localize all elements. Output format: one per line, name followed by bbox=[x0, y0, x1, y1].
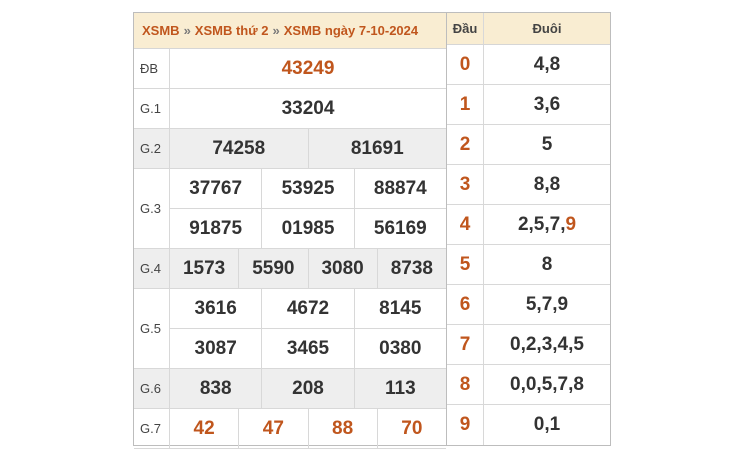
loto-row: 7 0,2,3,4,5 bbox=[447, 325, 610, 365]
loto-tail-digits: 0,1 bbox=[533, 414, 561, 435]
prize-number: 8738 bbox=[376, 249, 446, 288]
loto-tail-digits: 0,2,3,4,5 bbox=[510, 333, 584, 355]
loto-head: 2 bbox=[447, 125, 484, 164]
tail-column-label: Đuôi bbox=[532, 21, 562, 36]
prize-number: 208 bbox=[261, 369, 353, 408]
prize-number: 33204 bbox=[281, 97, 335, 119]
loto-tail-highlight: 9 bbox=[565, 213, 577, 235]
prize-number: 4672 bbox=[261, 289, 353, 328]
prize-number: 01985 bbox=[261, 209, 353, 248]
loto-row: 6 5,7,9 bbox=[447, 285, 610, 325]
prize-number: 3087 bbox=[194, 337, 237, 359]
breadcrumb-link-date[interactable]: XSMB ngày 7-10-2024 bbox=[283, 23, 419, 38]
results-table: XSMB » XSMB thứ 2 » XSMB ngày 7-10-2024 … bbox=[133, 12, 611, 449]
loto-tail-digits: 5,7,9 bbox=[525, 293, 569, 315]
loto-head: 0 bbox=[447, 45, 484, 84]
loto-tail-digits: 8,8 bbox=[533, 173, 561, 195]
loto-tail: 4,8 bbox=[484, 45, 610, 84]
prize-row: ĐB 43249 bbox=[134, 49, 446, 89]
prize-row: G.3 37767 53925 88874 91875 01985 56169 bbox=[134, 169, 446, 249]
prize-row: G.1 33204 bbox=[134, 89, 446, 129]
prize-number: 5590 bbox=[238, 249, 307, 288]
prize-number: 3080 bbox=[307, 249, 377, 288]
prize-label: G.1 bbox=[134, 89, 170, 128]
loto-tail: 3,6 bbox=[484, 85, 610, 124]
prize-label: G.5 bbox=[134, 289, 170, 368]
breadcrumb-separator: » bbox=[183, 23, 191, 38]
loto-head: 1 bbox=[447, 85, 484, 124]
loto-tail-digits: 5 bbox=[541, 133, 553, 155]
loto-table: Đầu Đuôi 0 4,8 1 3,6 2 5 3 8,8 4 2,5,7, 9 5 8 6 5,7,9 7… bbox=[447, 13, 610, 445]
prize-row: G.2 74258 81691 bbox=[134, 129, 446, 169]
prize-row: G.6 838 208 113 bbox=[134, 369, 446, 409]
loto-row: 8 0,0,5,7,8 bbox=[447, 365, 610, 405]
loto-tail: 0,0,5,7,8 bbox=[484, 365, 610, 404]
prize-label: G.3 bbox=[134, 169, 170, 248]
loto-head: 7 bbox=[447, 325, 484, 364]
prize-number: 3465 bbox=[261, 329, 353, 368]
prize-number: 88 bbox=[307, 409, 377, 448]
prize-row: G.5 3616 4672 8145 3087 3465 0380 bbox=[134, 289, 446, 369]
loto-head: 3 bbox=[447, 165, 484, 204]
prize-number: 91875 bbox=[189, 217, 243, 239]
prize-number: 42 bbox=[193, 417, 215, 439]
loto-row: 9 0,1 bbox=[447, 405, 610, 445]
loto-head: 8 bbox=[447, 365, 484, 404]
loto-row: 0 4,8 bbox=[447, 45, 610, 85]
loto-header: Đầu Đuôi bbox=[447, 13, 610, 45]
breadcrumb-link-xsmb[interactable]: XSMB bbox=[142, 23, 180, 38]
loto-head: 4 bbox=[447, 205, 484, 244]
loto-head: 6 bbox=[447, 285, 484, 324]
prize-label: G.4 bbox=[134, 249, 170, 288]
loto-row: 4 2,5,7, 9 bbox=[447, 205, 610, 245]
loto-tail: 2,5,7, 9 bbox=[484, 205, 610, 244]
prize-label: G.2 bbox=[134, 129, 170, 168]
breadcrumb-link-weekday[interactable]: XSMB thứ 2 bbox=[194, 23, 269, 38]
prize-rows: ĐB 43249 G.1 33204 G.2 74258 81691 G.3 37767 5392… bbox=[134, 49, 446, 449]
prize-number: 3616 bbox=[194, 297, 237, 319]
prize-number: 53925 bbox=[261, 169, 353, 208]
prize-number: 1573 bbox=[182, 257, 226, 279]
loto-head: 9 bbox=[447, 405, 484, 445]
loto-tail-digits: 2,5,7, bbox=[517, 213, 566, 235]
breadcrumb: XSMB » XSMB thứ 2 » XSMB ngày 7-10-2024 bbox=[134, 13, 446, 49]
loto-tail: 5,7,9 bbox=[484, 285, 610, 324]
loto-row: 1 3,6 bbox=[447, 85, 610, 125]
loto-tail: 8 bbox=[484, 245, 610, 284]
prize-number: 838 bbox=[199, 377, 232, 399]
prize-number: 81691 bbox=[307, 129, 447, 168]
head-column-label: Đầu bbox=[447, 13, 484, 44]
prize-number: 113 bbox=[353, 369, 446, 408]
loto-tail-digits: 4,8 bbox=[533, 53, 561, 75]
breadcrumb-separator: » bbox=[272, 23, 280, 38]
loto-head: 5 bbox=[447, 245, 484, 284]
prize-label: G.6 bbox=[134, 369, 170, 408]
loto-tail-digits: 0,0,5,7,8 bbox=[510, 373, 584, 395]
loto-tail-digits: 8 bbox=[541, 253, 553, 275]
prize-number: 37767 bbox=[189, 177, 243, 199]
prize-number: 88874 bbox=[353, 169, 446, 208]
loto-tail: 0,1 bbox=[484, 405, 610, 445]
prize-table: XSMB » XSMB thứ 2 » XSMB ngày 7-10-2024 … bbox=[134, 13, 447, 449]
loto-rows: 0 4,8 1 3,6 2 5 3 8,8 4 2,5,7, 9 5 8 6 5,7,9 7 0,2,3,4,5… bbox=[447, 45, 610, 445]
loto-tail: 5 bbox=[484, 125, 610, 164]
prize-label: ĐB bbox=[134, 49, 170, 88]
prize-label: G.7 bbox=[134, 409, 170, 448]
prize-number: 74258 bbox=[212, 137, 266, 159]
prize-row: G.7 42 47 88 70 bbox=[134, 409, 446, 449]
prize-number: 43249 bbox=[281, 57, 335, 79]
prize-number: 70 bbox=[376, 409, 446, 448]
loto-tail: 8,8 bbox=[484, 165, 610, 204]
loto-row: 3 8,8 bbox=[447, 165, 610, 205]
loto-tail-digits: 3,6 bbox=[533, 93, 561, 115]
prize-number: 0380 bbox=[353, 329, 446, 368]
prize-number: 47 bbox=[238, 409, 307, 448]
prize-row: G.4 1573 5590 3080 8738 bbox=[134, 249, 446, 289]
prize-number: 56169 bbox=[353, 209, 446, 248]
prize-number: 8145 bbox=[353, 289, 446, 328]
loto-tail: 0,2,3,4,5 bbox=[484, 325, 610, 364]
